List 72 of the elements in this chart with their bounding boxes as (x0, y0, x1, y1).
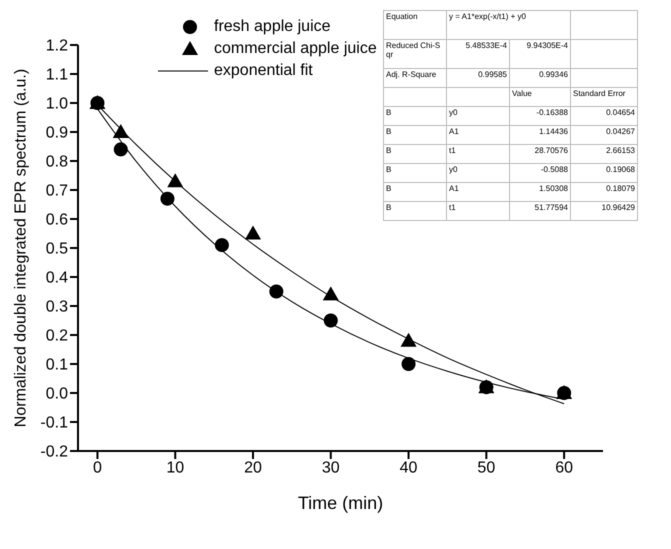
annotation: B (384, 144, 446, 164)
y-tick-label: -0.1 (40, 414, 68, 432)
y-tick-label: 0.5 (46, 240, 68, 258)
annotation: 1.50308 (510, 182, 570, 202)
annotation: 9.94305E-4 (510, 40, 570, 68)
annotation: -0.16388 (510, 106, 570, 126)
annotation: 5.48533E-4 (446, 40, 510, 68)
annotation: y0 (446, 164, 510, 182)
y-tick-label: 1.0 (46, 96, 68, 113)
y-tick-label: 0.8 (46, 154, 68, 171)
x-axis-title: Time (min) (298, 493, 384, 513)
x-tick-label: 60 (555, 459, 574, 476)
y-tick-label: 0.7 (46, 182, 68, 200)
legend-label: fresh apple juice (214, 18, 331, 36)
annotation: 0.99346 (510, 68, 570, 88)
y-tick-label: 0.9 (46, 124, 68, 142)
point (400, 332, 417, 347)
annotation: B (384, 126, 446, 144)
text: 2.66153 (606, 146, 635, 155)
y-axis-title: Normalized double integrated EPR spectrum (a.u.) (12, 68, 30, 428)
annotation: B (384, 106, 446, 126)
annotation: 0.99585 (446, 68, 510, 88)
annotation: B (384, 182, 446, 202)
text: 0.18079 (606, 184, 635, 193)
text: 0.04654 (606, 108, 635, 117)
text: 0.04267 (606, 127, 635, 136)
annotation: y0 (446, 106, 510, 126)
annotation: Standard Error (570, 88, 638, 106)
text: Equation (386, 12, 418, 21)
point (167, 173, 184, 188)
annotation: A1 (446, 126, 510, 144)
point (402, 357, 416, 371)
x-tick-label: 30 (322, 459, 340, 476)
text: 0.19068 (606, 165, 635, 174)
annotation: 10.96429 (570, 202, 638, 220)
point (269, 284, 284, 298)
point (114, 142, 128, 156)
y-tick-label: 0.6 (46, 212, 68, 229)
y-tick-label: 0.1 (46, 356, 68, 374)
x-tick-label: 40 (400, 459, 418, 476)
annotation: A1 (446, 182, 510, 202)
point (322, 286, 339, 300)
point (324, 314, 338, 328)
text: y = A1*exp(-x/t1) + y0 (449, 12, 526, 21)
point (214, 238, 229, 252)
y-tick-label: 1.2 (46, 38, 68, 55)
legend-label: exponential fit (214, 62, 313, 80)
y-tick-label: 0.0 (46, 386, 68, 403)
x-tick-label: 50 (477, 459, 496, 476)
annotation: Reduced Chi-Sqr (384, 40, 446, 68)
annotation: Value (510, 88, 570, 106)
y-tick-label: 0.3 (46, 298, 68, 316)
annotation: 28.70576 (510, 144, 570, 164)
annotation: -0.5088 (510, 164, 570, 182)
annotation: 51.77594 (510, 202, 570, 220)
point (245, 226, 261, 240)
point (160, 192, 174, 206)
y-tick-label: -0.2 (40, 444, 68, 461)
annotation: t1 (446, 202, 510, 220)
x-tick-label: 0 (92, 459, 102, 476)
y-tick-label: 0.2 (46, 328, 68, 345)
y-tick-label: 1.1 (46, 66, 68, 84)
y-tick-label: 0.4 (46, 270, 68, 287)
x-tick-label: 10 (166, 459, 184, 476)
annotation: t1 (446, 144, 510, 164)
point (112, 124, 129, 138)
x-tick-label: 20 (244, 459, 262, 476)
legend-label: commercial apple juice (214, 40, 377, 58)
annotation: B (384, 164, 446, 182)
annotation: B (384, 202, 446, 220)
annotation: 1.14436 (510, 126, 570, 144)
annotation: Adj. R-Square (384, 68, 446, 88)
